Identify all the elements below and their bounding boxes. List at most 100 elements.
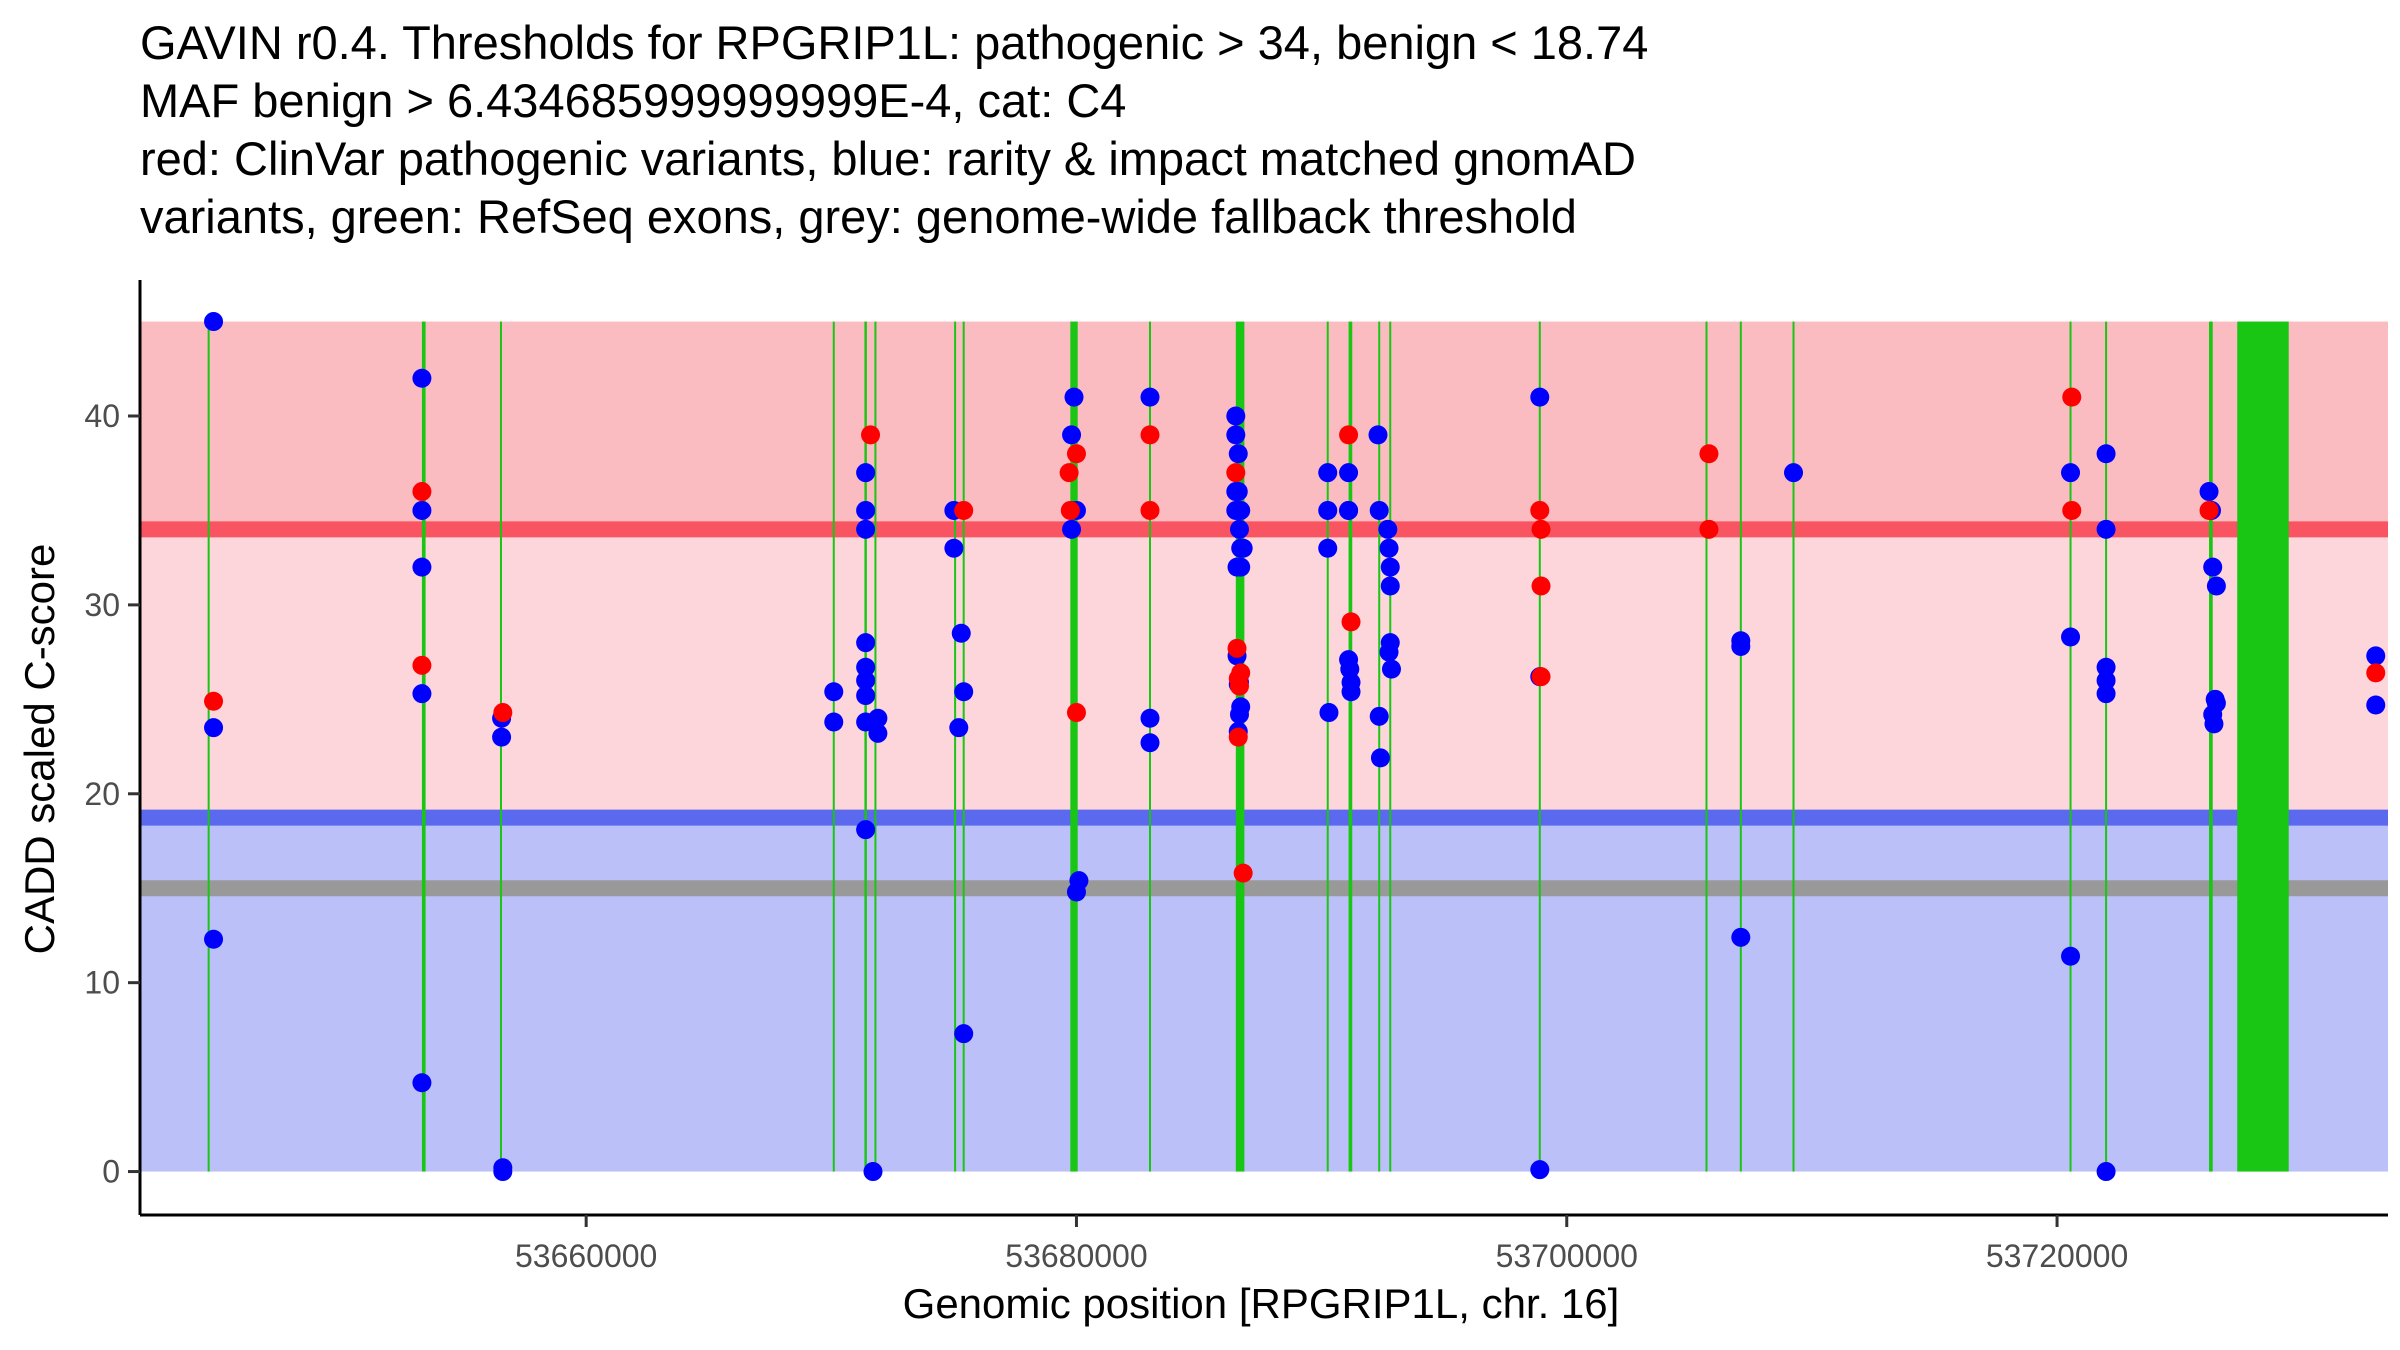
gnomad-point-17: [856, 519, 876, 539]
gnomad-point-42: [1140, 733, 1160, 753]
gnomad-point-76: [1370, 748, 1390, 768]
gnomad-point-108: [2366, 646, 2386, 666]
gnomad-point-21: [856, 686, 876, 706]
exon-11: [1235, 321, 1245, 1172]
gnomad-point-84: [1530, 387, 1550, 407]
y-tick-label: 30: [84, 587, 120, 623]
y-tick-label: 40: [84, 398, 120, 434]
y-ticks: 0 10 20 30 40: [84, 398, 140, 1190]
gnomad-point-74: [1369, 500, 1389, 520]
gnomad-point-54: [1233, 538, 1253, 558]
gnomad-point-48: [1228, 482, 1248, 502]
clinvar-point-4: [493, 703, 513, 723]
exon-14: [1378, 321, 1381, 1172]
clinvar-point-26: [1699, 444, 1719, 464]
clinvar-point-20: [1339, 425, 1359, 445]
axes: [138, 280, 2388, 1217]
gnomad-point-43: [1226, 406, 1246, 426]
clinvar-point-22: [1530, 500, 1550, 520]
gnomad-point-3: [204, 929, 224, 949]
gnomad-point-98: [2096, 684, 2116, 704]
gnomad-point-89: [1731, 927, 1751, 947]
gnomad-point-88: [1731, 636, 1751, 656]
gnomad-point-30: [951, 623, 971, 643]
y-tick-label: 10: [84, 965, 120, 1001]
gnomad-point-6: [412, 557, 432, 577]
clinvar-point-1: [204, 691, 224, 711]
x-tick-label: 53700000: [1496, 1238, 1638, 1274]
clinvar-point-29: [2062, 500, 2082, 520]
clinvar-point-30: [2199, 500, 2219, 520]
exon-1: [207, 321, 210, 1172]
benign-zone: [140, 817, 2388, 1172]
exon-15: [1389, 321, 1392, 1172]
gnomad-point-18: [856, 633, 876, 653]
chart-title-block: GAVIN r0.4. Thresholds for RPGRIP1L: pat…: [140, 14, 1648, 246]
gnomad-point-31: [954, 682, 974, 702]
gnomad-point-55: [1227, 557, 1247, 577]
gnomad-point-82: [1379, 642, 1399, 662]
clinvar-point-10: [1066, 703, 1086, 723]
gnomad-point-72: [1341, 682, 1361, 702]
clinvar-point-12: [1140, 500, 1160, 520]
clinvar-point-21: [1341, 612, 1361, 632]
gnomad-point-26: [868, 723, 888, 743]
gnomad-point-4: [412, 368, 432, 388]
chart-subtitle-maf: MAF benign > 6.434685999999999E-4, cat: …: [140, 74, 1127, 127]
chart-subtitle-legend: red: ClinVar pathogenic variants, blue: …: [140, 132, 1636, 185]
gnomad-point-15: [856, 500, 876, 520]
clinvar-point-19: [1233, 863, 1253, 883]
clinvar-point-24: [1531, 576, 1551, 596]
gnomad-point-92: [2061, 627, 2081, 647]
exon-5: [864, 321, 867, 1172]
gnomad-point-16: [856, 463, 876, 483]
variant-points: [204, 312, 2386, 1182]
gnomad-point-90: [1784, 463, 1804, 483]
exon-23: [2237, 321, 2289, 1172]
gnomad-point-75: [1369, 706, 1389, 726]
y-axis-label: CADD scaled C-score: [16, 544, 63, 955]
gnomad-point-20: [856, 670, 876, 690]
gnomad-point-40: [1140, 387, 1160, 407]
gnomad-point-10: [492, 727, 512, 747]
gnomad-point-91: [2061, 463, 2081, 483]
y-tick-label: 0: [102, 1154, 120, 1190]
clinvar-point-7: [1059, 463, 1079, 483]
exon-16: [1538, 321, 1541, 1172]
exon-12: [1326, 321, 1329, 1172]
exon-18: [1739, 321, 1742, 1172]
exon-20: [2069, 321, 2072, 1172]
x-tick-label: 53680000: [1005, 1238, 1147, 1274]
gnomad-point-25: [868, 708, 888, 728]
gnomad-point-79: [1380, 557, 1400, 577]
gnomad-point-80: [1380, 576, 1400, 596]
x-ticks: 53660000 53680000 53700000 53720000: [515, 1215, 2128, 1274]
gnomad-point-105: [2205, 689, 2225, 709]
gnomad-point-93: [2061, 946, 2081, 966]
chart-subtitle-legend-cont: variants, green: RefSeq exons, grey: gen…: [140, 190, 1577, 243]
gnomad-point-73: [1368, 425, 1388, 445]
exon-13: [1348, 321, 1353, 1172]
gnomad-point-41: [1140, 708, 1160, 728]
gnomad-point-39: [1069, 871, 1089, 891]
gnomad-point-12: [493, 1162, 513, 1182]
gnomad-point-5: [412, 500, 432, 520]
gnomad-point-77: [1378, 519, 1398, 539]
gnomad-point-1: [204, 312, 224, 332]
gnomad-point-100: [2199, 482, 2219, 502]
gnomad-point-8: [412, 1073, 432, 1093]
exon-8: [962, 321, 965, 1172]
gnomad-point-86: [1530, 1160, 1550, 1180]
gnomad-point-60: [1231, 697, 1251, 717]
x-tick-label: 53720000: [1986, 1238, 2128, 1274]
gnomad-point-32: [954, 1024, 974, 1044]
gnomad-point-29: [949, 718, 969, 738]
gnomad-point-63: [1318, 500, 1338, 520]
exon-17: [1705, 321, 1708, 1172]
gnomad-point-62: [1318, 463, 1338, 483]
exon-7: [954, 321, 957, 1172]
gnomad-point-64: [1318, 538, 1338, 558]
gnomad-point-51: [1231, 500, 1251, 520]
clinvar-point-5: [861, 425, 881, 445]
